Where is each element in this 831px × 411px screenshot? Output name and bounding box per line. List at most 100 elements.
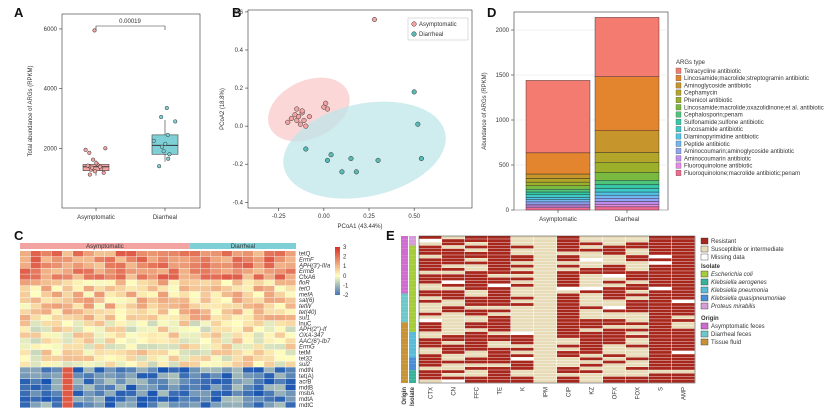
y-tick-label: 2000 bbox=[496, 28, 510, 34]
heatmap-cell bbox=[511, 258, 534, 262]
heatmap-cell bbox=[557, 335, 580, 338]
isolate-cell bbox=[409, 264, 416, 268]
heatmap-cell bbox=[211, 402, 222, 408]
heatmap-cell bbox=[20, 280, 31, 286]
heatmap-cell bbox=[232, 297, 243, 303]
legend-label: Tetracycline antibiotic bbox=[684, 69, 741, 75]
heatmap-cell bbox=[672, 280, 695, 284]
heatmap-cell bbox=[179, 390, 190, 396]
heatmap-cell bbox=[488, 258, 511, 262]
heatmap-cell bbox=[465, 274, 488, 278]
heatmap-cell bbox=[158, 291, 169, 298]
heatmap-cell bbox=[179, 251, 190, 257]
heatmap-cell bbox=[62, 262, 73, 269]
confidence-ellipse bbox=[283, 101, 446, 199]
heatmap-cell bbox=[557, 367, 580, 370]
heatmap-cell bbox=[94, 297, 105, 303]
heatmap-cell bbox=[168, 373, 179, 379]
heatmap-cell bbox=[30, 378, 41, 385]
heatmap-cell bbox=[62, 320, 73, 327]
heatmap-cell bbox=[264, 320, 275, 327]
heatmap-cell bbox=[557, 293, 580, 297]
isolate-cell bbox=[409, 370, 416, 374]
data-point bbox=[306, 114, 312, 120]
legend-swatch bbox=[675, 67, 682, 74]
heatmap-cell bbox=[62, 314, 73, 321]
heatmap-cell bbox=[264, 297, 275, 303]
heatmap-cell bbox=[264, 309, 275, 315]
heatmap-cell bbox=[672, 335, 695, 338]
heatmap-cell bbox=[488, 373, 511, 377]
heatmap-cell bbox=[534, 319, 557, 322]
row-label: tetO bbox=[299, 287, 311, 293]
isolate-cell bbox=[409, 344, 416, 348]
heatmap-cell bbox=[419, 322, 442, 326]
legend-swatch bbox=[675, 75, 682, 81]
heatmap-cell bbox=[211, 338, 222, 344]
heatmap-cell bbox=[534, 303, 557, 306]
y-axis-label: Abundance of ARGs (RPKM) bbox=[482, 72, 488, 149]
stacked-bar-segment bbox=[525, 194, 591, 198]
stacked-bar-segment bbox=[594, 191, 660, 196]
stacked-bar-segment bbox=[525, 201, 591, 205]
legend-swatch bbox=[700, 322, 709, 330]
panel-label-d: D bbox=[487, 5, 496, 20]
heatmap-cell bbox=[232, 314, 243, 321]
heatmap-cell bbox=[73, 373, 84, 379]
heatmap-cell bbox=[580, 277, 603, 281]
heatmap-cell bbox=[147, 326, 158, 333]
heatmap-cell bbox=[232, 262, 243, 269]
heatmap-cell bbox=[626, 357, 649, 361]
heatmap-cell bbox=[115, 402, 126, 408]
heatmap-cell bbox=[253, 402, 264, 408]
heatmap-cell bbox=[94, 396, 105, 402]
isolate-cell bbox=[409, 354, 416, 358]
heatmap-cell bbox=[285, 262, 296, 269]
heatmap-cell bbox=[649, 280, 672, 284]
heatmap-cell bbox=[221, 303, 232, 309]
heatmap-cell bbox=[465, 283, 488, 287]
heatmap-cell bbox=[649, 331, 672, 335]
heatmap-cell bbox=[419, 370, 442, 374]
heatmap-cell bbox=[534, 293, 557, 297]
heatmap-cell bbox=[274, 367, 285, 373]
isolate-cell bbox=[409, 367, 416, 371]
heatmap-cell bbox=[73, 303, 84, 309]
heatmap-cell bbox=[30, 285, 41, 292]
heatmap-cell bbox=[488, 335, 511, 338]
heatmap-cell bbox=[30, 396, 41, 402]
data-point bbox=[371, 16, 378, 23]
heatmap-cell bbox=[20, 390, 31, 396]
heatmap-cell bbox=[511, 341, 534, 345]
heatmap-cell bbox=[285, 309, 296, 315]
heatmap-cell bbox=[211, 390, 222, 396]
heatmap-cell bbox=[264, 338, 275, 344]
heatmap-cell bbox=[649, 370, 672, 374]
legend-swatch bbox=[700, 338, 709, 346]
heatmap-cell bbox=[488, 331, 511, 335]
heatmap-cell bbox=[626, 274, 649, 278]
heatmap-cell bbox=[465, 331, 488, 335]
heatmap-cell bbox=[442, 373, 465, 377]
heatmap-cell bbox=[41, 332, 52, 338]
heatmap-cell bbox=[253, 303, 264, 309]
heatmap-cell bbox=[626, 264, 649, 268]
heatmap-cell bbox=[126, 256, 137, 263]
heatmap-cell bbox=[211, 326, 222, 333]
heatmap-cell bbox=[158, 402, 169, 408]
origin-cell bbox=[401, 338, 408, 342]
y-tick-label: 1000 bbox=[496, 118, 510, 124]
heatmap-cell bbox=[672, 351, 695, 354]
heatmap-cell bbox=[442, 325, 465, 329]
heatmap-cell bbox=[534, 312, 557, 316]
heatmap-cell bbox=[442, 312, 465, 316]
heatmap-cell bbox=[626, 344, 649, 348]
heatmap-cell bbox=[264, 344, 275, 350]
heatmap-cell bbox=[580, 354, 603, 358]
column-label: FFC bbox=[475, 386, 481, 398]
heatmap-cell bbox=[30, 291, 41, 298]
heatmap-cell bbox=[104, 378, 116, 385]
isolate-cell bbox=[409, 379, 416, 383]
heatmap-cell bbox=[465, 299, 488, 303]
heatmap-cell bbox=[136, 297, 147, 303]
